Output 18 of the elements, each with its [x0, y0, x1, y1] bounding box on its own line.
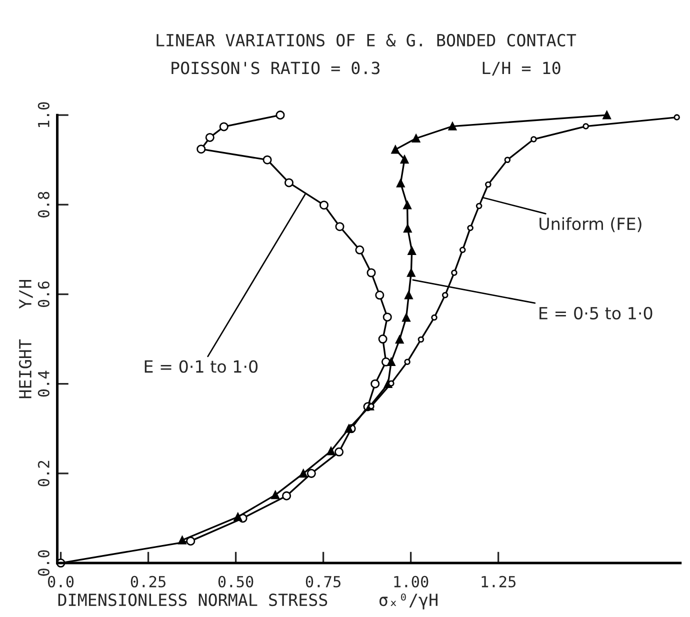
- x-tick-label: 0.0: [48, 576, 74, 588]
- annotation: E = 0·5 to 1·0: [540, 306, 652, 320]
- y-axis-title: HEIGHT Y/H: [18, 280, 33, 398]
- y-tick-label: 0.4: [38, 370, 50, 397]
- annotation: E = 0·1 to 1·0: [144, 360, 258, 373]
- y-tick-label: 0.6: [38, 281, 50, 308]
- annotation: Uniform (FE): [540, 217, 642, 232]
- chart-title: LINEAR VARIATIONS OF E & G. BONDED CONTACT: [156, 34, 576, 47]
- chart-subtitle: POISSON'S RATIO = 0.3 L/H = 10: [172, 62, 560, 76]
- x-tick-label: 1.00: [394, 576, 428, 588]
- x-tick-label: 0.25: [130, 576, 166, 588]
- y-tick-label: 0.8: [38, 192, 50, 218]
- y-tick-label: 1.0: [38, 102, 50, 128]
- y-tick-label: 0.2: [38, 460, 50, 486]
- x-axis-title: DIMENSIONLESS NORMAL STRESS σₓ⁰/γH: [58, 594, 438, 610]
- x-tick-label: 0.50: [218, 576, 254, 588]
- x-tick-label: 1.25: [482, 576, 516, 588]
- x-tick-label: 0.75: [306, 576, 340, 588]
